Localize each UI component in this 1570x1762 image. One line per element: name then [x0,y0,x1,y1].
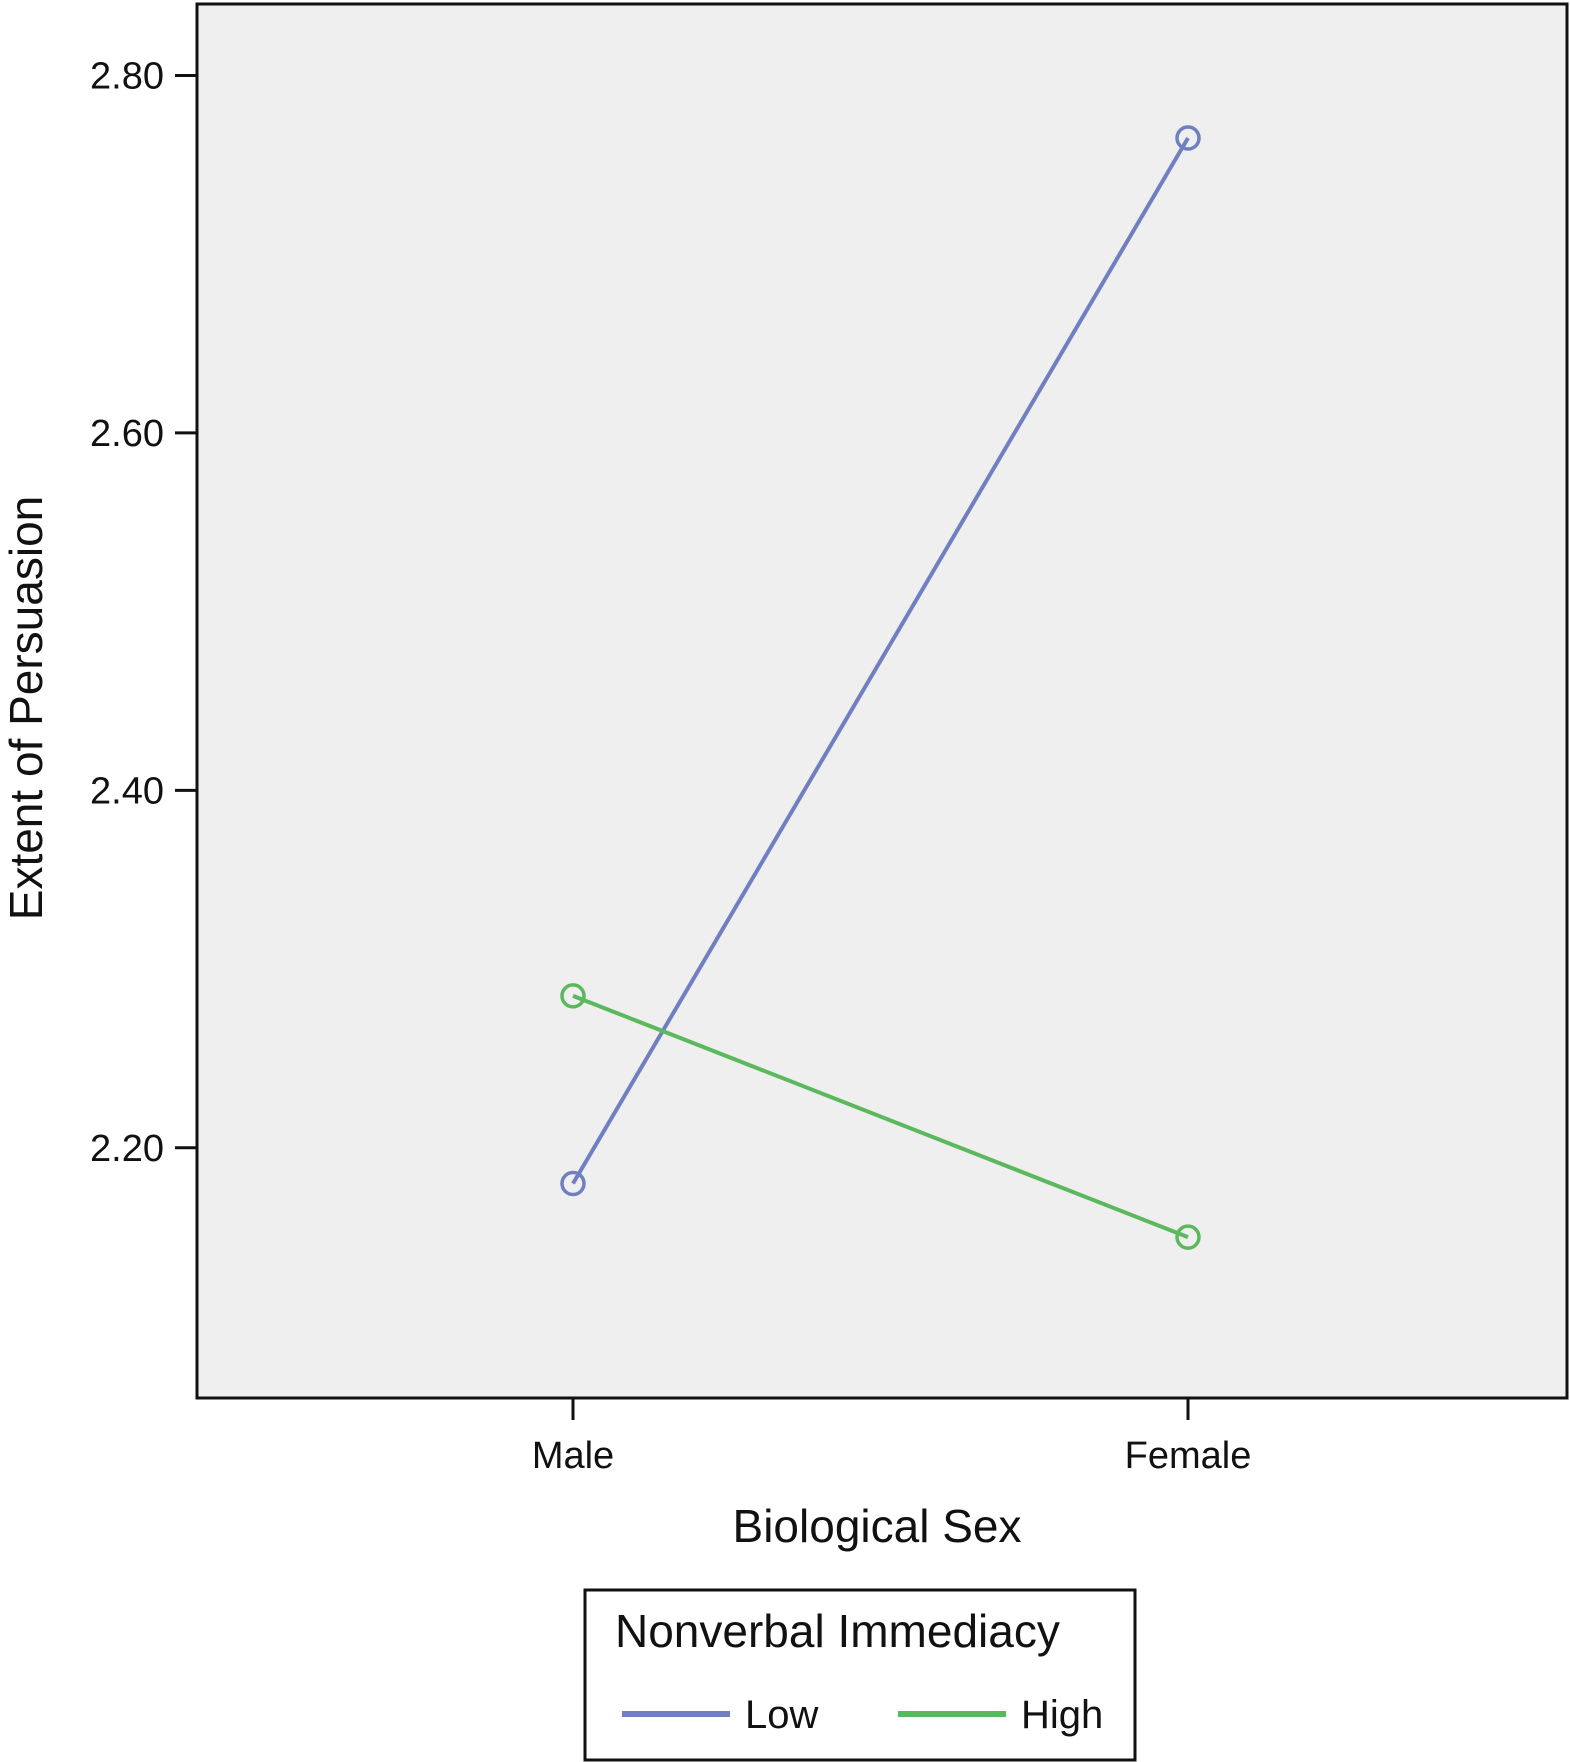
y-axis: 2.20 2.40 2.60 2.80 [90,55,197,1170]
legend-label-low: Low [745,1693,818,1737]
y-tick-label: 2.40 [90,770,164,812]
legend-label-high: High [1021,1693,1103,1737]
series-layer [560,125,1201,1250]
series-line-low [571,137,1190,1185]
data-point-low [560,1170,586,1197]
y-axis-title: Extent of Persuasion [0,496,52,920]
x-axis-title: Biological Sex [733,1500,1022,1552]
legend-items: Low High [622,1693,1103,1737]
data-point-low [1175,125,1201,151]
y-tick-label: 2.20 [90,1128,164,1170]
data-point-high [1175,1224,1201,1250]
legend: Nonverbal Immediacy Low High [583,1588,1137,1762]
x-axis: Male Female [532,1398,1252,1477]
y-tick-label: 2.80 [90,55,164,97]
data-point-high [560,983,586,1009]
x-tick-label: Female [1125,1435,1252,1477]
plot-area [195,2,1569,1400]
legend-box [583,1588,1137,1762]
series-line-high [572,994,1189,1240]
legend-title: Nonverbal Immediacy [615,1605,1060,1657]
x-tick-label: Male [532,1435,614,1477]
y-tick-label: 2.60 [90,413,164,455]
